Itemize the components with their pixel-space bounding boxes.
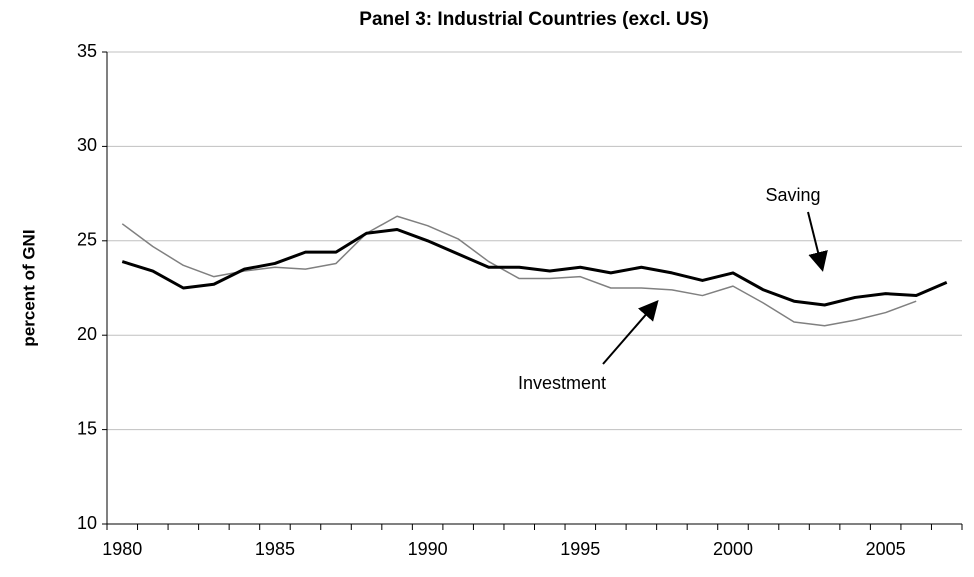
y-axis-label: percent of GNI: [19, 229, 38, 346]
y-tick-label: 20: [77, 324, 97, 344]
y-tick-label: 15: [77, 418, 97, 438]
annotation-arrow: [602, 299, 659, 365]
x-tick-label: 1980: [102, 539, 142, 559]
series-line: [121, 227, 948, 307]
y-tick-label: 25: [77, 230, 97, 250]
series-label: Saving: [765, 185, 820, 205]
chart-title: Panel 3: Industrial Countries (excl. US): [359, 9, 708, 30]
x-tick-label: 1995: [560, 539, 600, 559]
x-tick-label: 1985: [255, 539, 295, 559]
y-tick-label: 30: [77, 135, 97, 155]
series-label: Investment: [518, 373, 606, 393]
y-tick-label: 10: [77, 513, 97, 533]
x-tick-label: 1990: [408, 539, 448, 559]
y-tick-label: 35: [77, 41, 97, 61]
x-tick-label: 2000: [713, 539, 753, 559]
series-line: [121, 215, 917, 327]
annotation-arrow: [807, 211, 828, 272]
x-tick-label: 2005: [866, 539, 906, 559]
